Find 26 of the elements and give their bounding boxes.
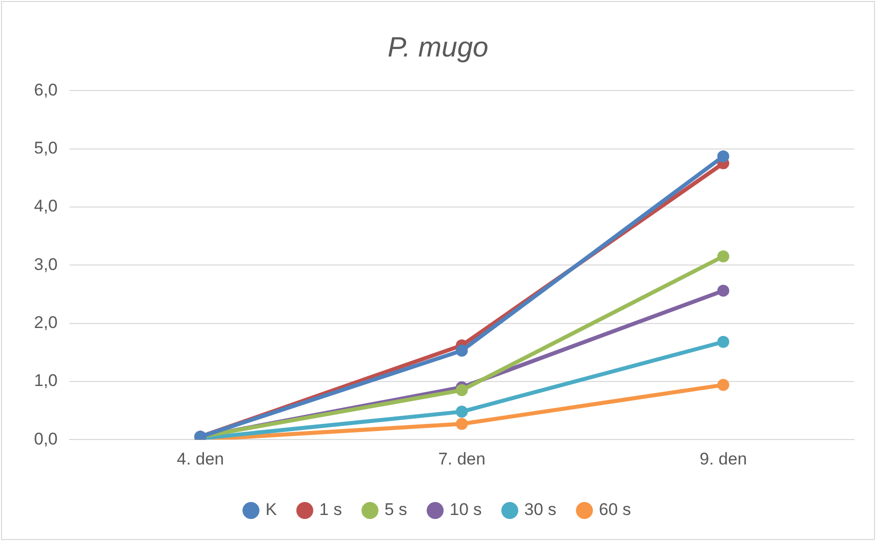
legend-label: 10 s (450, 500, 482, 520)
y-tick-label: 3,0 (34, 254, 58, 274)
point (456, 344, 468, 357)
chart-title: P. mugo (388, 32, 488, 63)
legend-label: 5 s (384, 500, 408, 520)
legend-label: 1 s (319, 500, 342, 520)
point (717, 284, 730, 297)
point (456, 406, 468, 418)
y-tick-label: 1,0 (34, 371, 58, 390)
y-tick-label: 0,0 (34, 429, 58, 448)
x-tick-label: 4. den (176, 449, 224, 468)
y-tick-label: 6,0 (34, 80, 58, 100)
y-tick-label: 2,0 (34, 312, 58, 332)
y-tick-label: 5,0 (34, 138, 58, 158)
point (717, 150, 730, 162)
legend-label: 60 s (598, 500, 632, 520)
y-tick-label: 4,0 (34, 196, 58, 216)
point (717, 378, 730, 391)
point (456, 418, 468, 430)
x-tick-label: 9. den (700, 449, 747, 468)
legend-label: 30 s (524, 500, 556, 520)
legend-label: K (265, 500, 278, 520)
x-tick-label: 7. den (438, 449, 486, 468)
point (456, 384, 468, 396)
point (717, 250, 730, 262)
point (717, 336, 730, 348)
